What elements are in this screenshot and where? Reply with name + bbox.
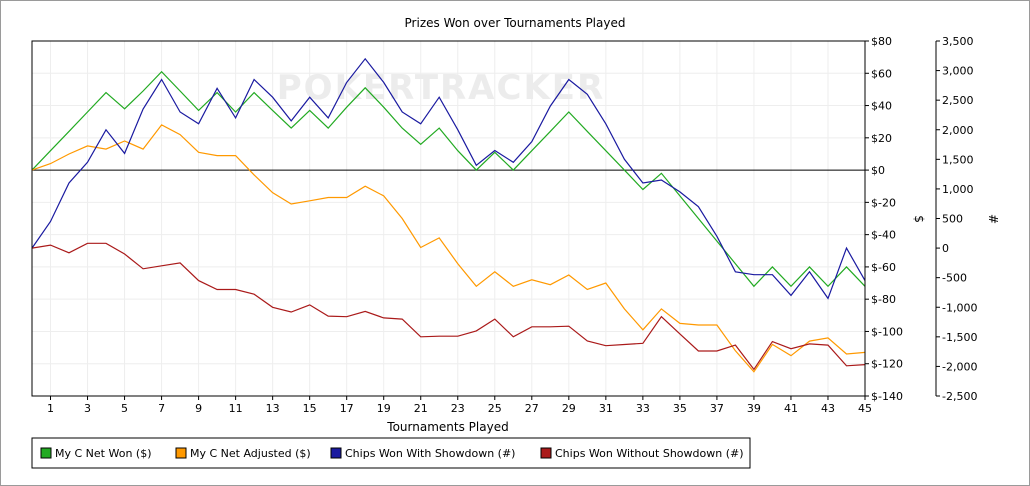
x-tick-label: 25	[488, 402, 502, 415]
x-tick-label: 15	[303, 402, 317, 415]
legend-label-3: Chips Won With Showdown (#)	[345, 447, 515, 460]
x-tick-label: 29	[562, 402, 576, 415]
y-axis-right: 3,500 3,000 2,500 2,000 1,500 1,000 500 0 -500 -1…	[935, 35, 977, 403]
x-tick-label: 7	[158, 402, 165, 415]
x-tick-label: 17	[340, 402, 354, 415]
y-left-tick-label: $-120	[871, 358, 903, 371]
x-tick-label: 39	[747, 402, 761, 415]
y-axis-right-title: #	[986, 214, 1000, 224]
x-axis-title: Tournaments Played	[386, 420, 508, 434]
y-right-tick-label: -1,000	[942, 301, 977, 314]
legend-label-4: Chips Won Without Showdown (#)	[555, 447, 744, 460]
y-left-tick-label: $0	[871, 164, 885, 177]
x-tick-label: 13	[266, 402, 280, 415]
chart-title: Prizes Won over Tournaments Played	[405, 16, 626, 30]
y-right-tick-label: 500	[942, 213, 963, 226]
y-left-tick-label: $-40	[871, 229, 896, 242]
x-tick-label: 33	[636, 402, 650, 415]
y-left-tick-label: $60	[871, 67, 892, 80]
y-left-tick-label: $-100	[871, 325, 903, 338]
series-line-3	[31, 57, 866, 300]
x-tick-label: 31	[599, 402, 613, 415]
y-left-tick-label: $20	[871, 132, 892, 145]
x-tick-label: 9	[195, 402, 202, 415]
x-tick-label: 1	[47, 402, 54, 415]
legend-swatch-4	[540, 447, 552, 459]
x-tick-label: 21	[414, 402, 428, 415]
y-right-tick-label: -2,000	[942, 360, 977, 373]
legend-label-2: My C Net Adjusted ($)	[190, 447, 311, 460]
y-right-tick-label: 2,500	[942, 94, 974, 107]
series-line-2	[31, 124, 866, 373]
x-tick-label: 41	[784, 402, 798, 415]
x-tick-label: 27	[525, 402, 539, 415]
series-line-1	[31, 70, 866, 288]
legend-swatch-3	[330, 447, 342, 459]
y-left-tick-label: $40	[871, 100, 892, 113]
y-right-tick-label: -1,500	[942, 331, 977, 344]
x-tick-label: 3	[84, 402, 91, 415]
y-left-tick-label: $-60	[871, 261, 896, 274]
watermark: POKERTRACKER	[277, 68, 605, 108]
y-right-tick-label: 1,000	[942, 183, 974, 196]
plot-area	[31, 40, 866, 397]
x-tick-label: 43	[821, 402, 835, 415]
y-right-tick-label: 2,000	[942, 124, 974, 137]
y-left-tick-label: $-140	[871, 390, 903, 403]
x-tick-label: 11	[229, 402, 243, 415]
y-left-tick-label: $-80	[871, 293, 896, 306]
y-left-tick-label: $80	[871, 35, 892, 48]
x-tick-label: 5	[121, 402, 128, 415]
x-axis: 1 3 5 7 9 11 13 15 17 19 21 23 25 27 29 31 33 35 37 39 41 43 4…	[47, 396, 872, 415]
legend-box	[31, 437, 751, 469]
y-right-tick-label: 3,000	[942, 65, 974, 78]
series-line-4	[31, 242, 866, 371]
y-left-tick-label: $-20	[871, 196, 896, 209]
x-tick-label: 35	[673, 402, 687, 415]
legend-label-1: My C Net Won ($)	[55, 447, 152, 460]
x-tick-label: 19	[377, 402, 391, 415]
y-axis-left: $80 $60 $40 $20 $0 $-20 $-40 $-60 $-80 $-100 $-120…	[865, 35, 903, 403]
legend-swatch-2	[175, 447, 187, 459]
x-tick-label: 37	[710, 402, 724, 415]
legend: My C Net Won ($) My C Net Adjusted ($) Chi…	[31, 437, 751, 469]
series-group	[31, 57, 866, 373]
x-tick-label: 45	[858, 402, 872, 415]
y-right-tick-label: 0	[942, 242, 949, 255]
y-right-tick-label: -2,500	[942, 390, 977, 403]
legend-swatch-1	[40, 447, 52, 459]
y-axis-left-title: $	[912, 215, 926, 223]
y-right-tick-label: 1,500	[942, 153, 974, 166]
y-right-tick-label: -500	[942, 272, 967, 285]
x-tick-label: 23	[451, 402, 465, 415]
y-right-tick-label: 3,500	[942, 35, 974, 48]
